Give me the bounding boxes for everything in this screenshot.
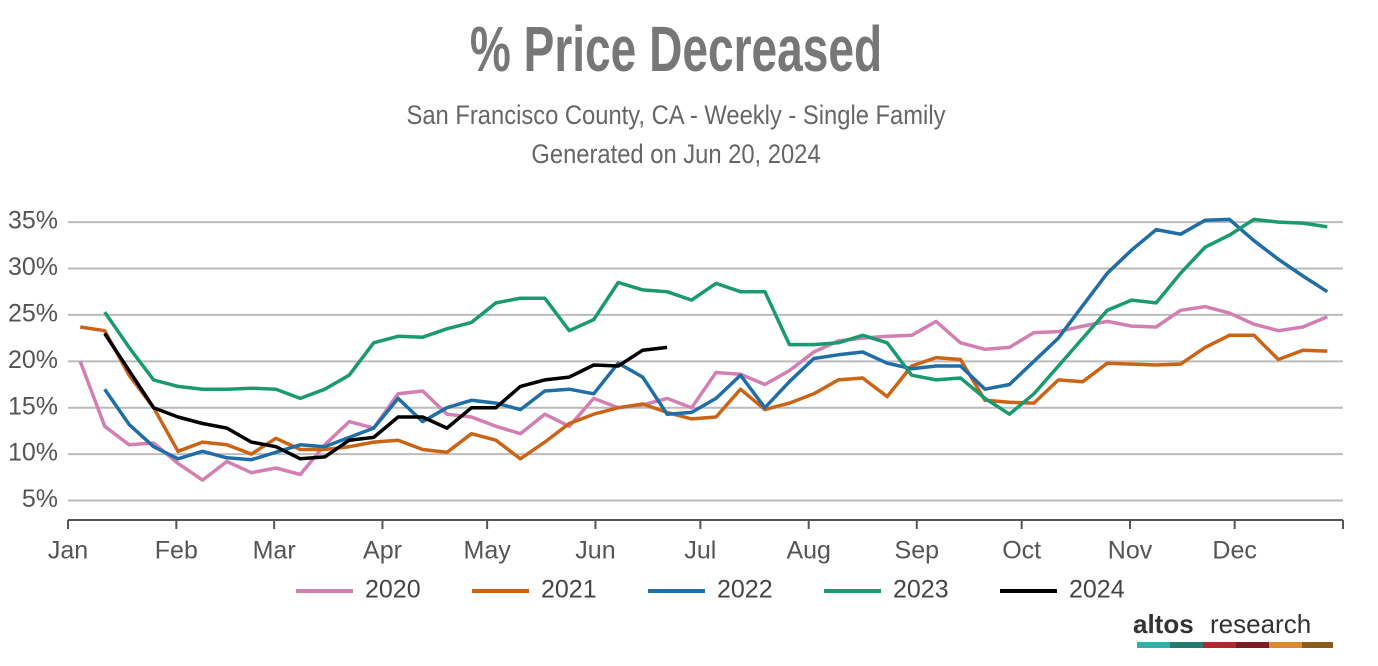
logo-stripe — [1203, 642, 1236, 648]
y-tick-label: 35% — [8, 207, 58, 235]
series-line — [103, 332, 668, 461]
logo-stripe — [1269, 642, 1302, 648]
logo: altos research — [1133, 609, 1333, 648]
x-tick-label: Nov — [1108, 537, 1153, 565]
y-tick-label: 5% — [22, 485, 58, 513]
logo-stripe — [1236, 642, 1269, 648]
series-line — [78, 304, 1328, 482]
legend-label: 2020 — [365, 576, 421, 604]
chart-subtitle: San Francisco County, CA - Weekly - Sing… — [407, 101, 946, 131]
x-tick-label: Oct — [1002, 537, 1041, 565]
x-tick-label: Mar — [253, 537, 296, 565]
y-tick-label: 10% — [8, 439, 58, 467]
logo-stripe — [1137, 642, 1170, 648]
legend-label: 2024 — [1069, 576, 1125, 604]
x-tick-label: Aug — [786, 537, 830, 565]
series-line — [103, 217, 1328, 416]
x-tick-label: Apr — [363, 537, 402, 565]
x-tick-label: Jul — [684, 537, 716, 565]
x-tick-label: Dec — [1212, 537, 1256, 565]
x-tick-label: Jan — [48, 537, 88, 565]
generated-date: Generated on Jun 20, 2024 — [531, 140, 820, 170]
series-line — [79, 325, 1328, 461]
y-tick-label: 30% — [8, 253, 58, 281]
series-line — [103, 217, 1329, 462]
x-tick-label: May — [464, 537, 512, 565]
y-tick-label: 20% — [8, 346, 58, 374]
logo-suffix: research — [1210, 609, 1311, 639]
chart-title: % Price Decreased — [470, 14, 882, 85]
x-tick-label: Sep — [895, 537, 939, 565]
y-tick-label: 25% — [8, 300, 58, 328]
y-tick-label: 15% — [8, 392, 58, 420]
logo-stripe — [1302, 642, 1333, 648]
logo-stripe — [1170, 642, 1203, 648]
logo-brand: altos — [1133, 609, 1194, 639]
legend-label: 2021 — [541, 576, 597, 604]
legend-label: 2023 — [893, 576, 949, 604]
legend-label: 2022 — [717, 576, 773, 604]
x-tick-label: Jun — [575, 537, 615, 565]
x-tick-label: Feb — [155, 537, 198, 565]
